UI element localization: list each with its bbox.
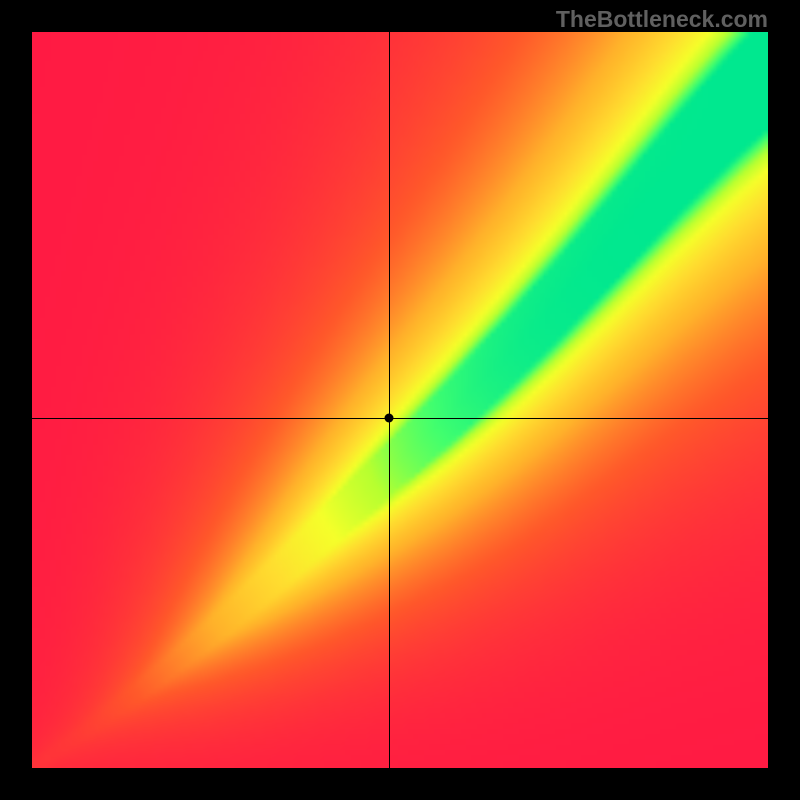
- crosshair-marker: [384, 414, 393, 423]
- chart-frame: TheBottleneck.com: [0, 0, 800, 800]
- crosshair-vertical: [389, 32, 390, 768]
- heatmap-canvas: [32, 32, 768, 768]
- heatmap-plot: [32, 32, 768, 768]
- watermark-text: TheBottleneck.com: [556, 6, 768, 33]
- crosshair-horizontal: [32, 418, 768, 419]
